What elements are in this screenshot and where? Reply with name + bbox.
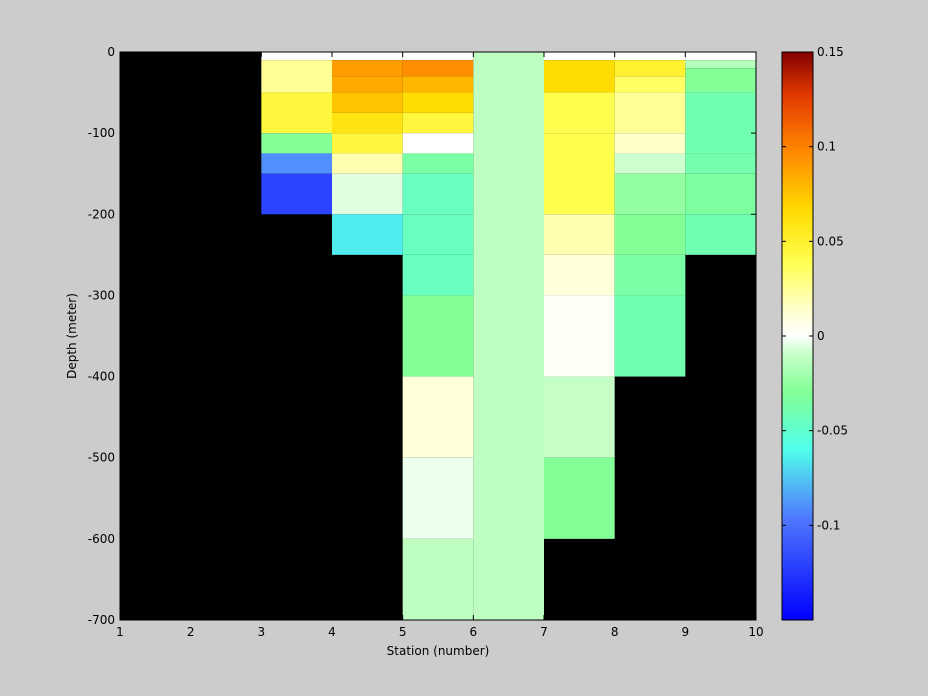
heatmap-cell — [261, 92, 332, 134]
heatmap-cell — [614, 60, 686, 77]
heatmap-cell — [685, 153, 756, 174]
x-tick-label: 8 — [611, 625, 619, 639]
x-axis-ticks: 1 2 3 4 5 6 7 8 9 10 — [116, 52, 764, 639]
y-tick-label: -300 — [88, 288, 115, 302]
heatmap-cell — [402, 173, 474, 215]
heatmap-cell — [261, 173, 332, 215]
heatmap-cell — [332, 60, 403, 77]
heatmap-cell — [614, 254, 686, 296]
x-axis-label: Station (number) — [387, 644, 490, 658]
heatmap-cell — [332, 214, 403, 255]
heatmap-cell — [402, 254, 474, 296]
heatmap-cell — [332, 153, 403, 174]
x-tick-label: 7 — [540, 625, 548, 639]
y-tick-label: -600 — [88, 532, 115, 546]
heatmap-cell — [685, 52, 756, 61]
x-tick-label: 6 — [470, 625, 478, 639]
y-tick-label: -400 — [88, 370, 115, 384]
heatmap-cell — [614, 133, 686, 154]
heatmap-cell — [685, 68, 756, 93]
heatmap-cell — [544, 60, 615, 93]
colorbar-tick-label: 0 — [817, 329, 825, 343]
colorbar-tick-label: -0.05 — [817, 424, 848, 438]
heatmap-cell — [544, 52, 615, 61]
y-tick-label: -100 — [88, 126, 115, 140]
heatmap-cell — [614, 214, 686, 255]
heatmap-cell — [402, 153, 474, 174]
plot-area: 1 2 3 4 5 6 7 8 9 10 0 -100 -200 -300 -400 -500 -600 -70… — [65, 45, 764, 658]
heatmap-cell — [544, 376, 615, 458]
y-tick-label: -200 — [88, 207, 115, 221]
heatmap-cell — [473, 52, 544, 620]
x-tick-label: 2 — [187, 625, 195, 639]
x-tick-label: 9 — [682, 625, 690, 639]
heatmap-cell — [261, 153, 332, 174]
colorbar-ticks: 0.15 0.1 0.05 0 -0.05 -0.1 — [782, 45, 848, 532]
heatmap-cell — [402, 76, 474, 93]
plot-frame — [119, 51, 757, 621]
heatmap-cell — [402, 60, 474, 77]
heatmap-cell — [402, 133, 474, 154]
heatmap-cell — [332, 133, 403, 154]
colorbar-gradient — [781, 51, 814, 621]
heatmap-cell — [614, 295, 686, 377]
heatmap-cell — [402, 92, 474, 113]
heatmap-cell — [614, 153, 686, 174]
x-tick-label: 5 — [399, 625, 407, 639]
heatmap-cell — [332, 92, 403, 113]
heatmap-cell — [544, 457, 615, 539]
heatmap-cell — [685, 173, 756, 215]
heatmap-cell — [685, 60, 756, 69]
heatmap-cell — [332, 76, 403, 93]
x-tick-label: 10 — [748, 625, 763, 639]
heatmap-cell — [402, 295, 474, 377]
heatmap-cell — [614, 52, 686, 61]
heatmap-cell — [544, 214, 615, 255]
heatmap-cell — [614, 76, 686, 93]
colorbar: 0.15 0.1 0.05 0 -0.05 -0.1 — [781, 45, 848, 621]
y-axis-label: Depth (meter) — [65, 293, 79, 379]
y-axis-ticks: 0 -100 -200 -300 -400 -500 -600 -700 — [88, 45, 756, 627]
heatmap-cell — [402, 214, 474, 255]
y-tick-label: -500 — [88, 451, 115, 465]
x-tick-label: 4 — [328, 625, 336, 639]
heatmap-cell — [402, 538, 474, 620]
heatmap-cell — [544, 295, 615, 377]
x-tick-label: 3 — [258, 625, 266, 639]
heatmap-cell — [544, 254, 615, 296]
heatmap-cell — [332, 112, 403, 134]
heatmap-cell — [402, 112, 474, 134]
heatmap-cell — [614, 173, 686, 215]
heatmap-cell — [544, 92, 615, 134]
heatmap-cell — [402, 457, 474, 539]
heatmap-cell — [402, 376, 474, 458]
heatmap-cell — [402, 52, 474, 61]
y-tick-label: 0 — [107, 45, 115, 59]
heatmap-cell — [261, 60, 332, 93]
heatmap-cell — [332, 173, 403, 215]
x-tick-label: 1 — [116, 625, 124, 639]
heatmap-cell — [614, 92, 686, 134]
colorbar-tick-label: 0.1 — [817, 140, 836, 154]
heatmap-cell — [261, 52, 332, 61]
colorbar-tick-label: -0.1 — [817, 518, 840, 532]
heatmap-cell — [261, 133, 332, 154]
heatmap-cell — [685, 214, 756, 255]
heatmap-cells — [261, 52, 756, 620]
colorbar-tick-label: 0.15 — [817, 45, 844, 59]
heatmap-cell — [332, 52, 403, 61]
heatmap-cell — [685, 92, 756, 154]
heatmap-cell — [544, 133, 615, 215]
y-tick-label: -700 — [88, 613, 115, 627]
colorbar-tick-label: 0.05 — [817, 234, 844, 248]
